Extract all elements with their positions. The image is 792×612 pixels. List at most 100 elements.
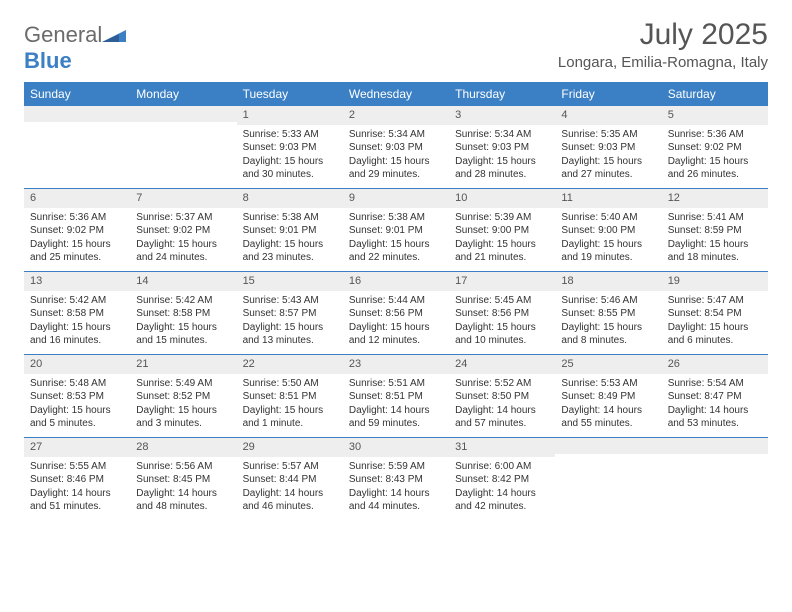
day-header-cell: Sunday [24, 82, 130, 106]
day-number: 12 [662, 189, 768, 208]
day-number [662, 438, 768, 454]
day-body: Sunrise: 5:44 AMSunset: 8:56 PMDaylight:… [343, 291, 449, 352]
daylight-text: Daylight: 15 hours and 1 minute. [243, 404, 337, 431]
daylight-text: Daylight: 15 hours and 13 minutes. [243, 321, 337, 348]
sunset-text: Sunset: 9:00 PM [455, 224, 549, 238]
day-cell: 13Sunrise: 5:42 AMSunset: 8:58 PMDayligh… [24, 272, 130, 354]
sunrise-text: Sunrise: 5:34 AM [349, 128, 443, 142]
day-header-cell: Monday [130, 82, 236, 106]
day-number: 24 [449, 355, 555, 374]
day-number: 9 [343, 189, 449, 208]
day-number: 8 [237, 189, 343, 208]
sunset-text: Sunset: 8:42 PM [455, 473, 549, 487]
day-number: 20 [24, 355, 130, 374]
day-body: Sunrise: 5:56 AMSunset: 8:45 PMDaylight:… [130, 457, 236, 518]
day-body: Sunrise: 5:36 AMSunset: 9:02 PMDaylight:… [662, 125, 768, 186]
day-number: 22 [237, 355, 343, 374]
day-cell: 4Sunrise: 5:35 AMSunset: 9:03 PMDaylight… [555, 106, 661, 188]
day-number: 25 [555, 355, 661, 374]
day-cell: 26Sunrise: 5:54 AMSunset: 8:47 PMDayligh… [662, 355, 768, 437]
daylight-text: Daylight: 14 hours and 53 minutes. [668, 404, 762, 431]
sunset-text: Sunset: 8:59 PM [668, 224, 762, 238]
daylight-text: Daylight: 15 hours and 5 minutes. [30, 404, 124, 431]
daylight-text: Daylight: 15 hours and 27 minutes. [561, 155, 655, 182]
day-body: Sunrise: 5:55 AMSunset: 8:46 PMDaylight:… [24, 457, 130, 518]
daylight-text: Daylight: 15 hours and 15 minutes. [136, 321, 230, 348]
daylight-text: Daylight: 15 hours and 26 minutes. [668, 155, 762, 182]
day-number: 15 [237, 272, 343, 291]
sunset-text: Sunset: 8:58 PM [30, 307, 124, 321]
day-number: 1 [237, 106, 343, 125]
sunset-text: Sunset: 8:43 PM [349, 473, 443, 487]
day-cell: 12Sunrise: 5:41 AMSunset: 8:59 PMDayligh… [662, 189, 768, 271]
sunrise-text: Sunrise: 5:46 AM [561, 294, 655, 308]
sunrise-text: Sunrise: 5:59 AM [349, 460, 443, 474]
daylight-text: Daylight: 15 hours and 23 minutes. [243, 238, 337, 265]
sunrise-text: Sunrise: 5:40 AM [561, 211, 655, 225]
sunset-text: Sunset: 9:03 PM [243, 141, 337, 155]
sunset-text: Sunset: 8:55 PM [561, 307, 655, 321]
daylight-text: Daylight: 15 hours and 30 minutes. [243, 155, 337, 182]
week-row: 13Sunrise: 5:42 AMSunset: 8:58 PMDayligh… [24, 272, 768, 355]
day-body: Sunrise: 5:41 AMSunset: 8:59 PMDaylight:… [662, 208, 768, 269]
day-number: 14 [130, 272, 236, 291]
sunrise-text: Sunrise: 5:37 AM [136, 211, 230, 225]
day-cell: 10Sunrise: 5:39 AMSunset: 9:00 PMDayligh… [449, 189, 555, 271]
sunrise-text: Sunrise: 5:36 AM [30, 211, 124, 225]
daylight-text: Daylight: 15 hours and 12 minutes. [349, 321, 443, 348]
day-body: Sunrise: 5:52 AMSunset: 8:50 PMDaylight:… [449, 374, 555, 435]
sunset-text: Sunset: 8:46 PM [30, 473, 124, 487]
day-cell [130, 106, 236, 188]
day-cell: 2Sunrise: 5:34 AMSunset: 9:03 PMDaylight… [343, 106, 449, 188]
day-number [130, 106, 236, 122]
sunset-text: Sunset: 9:01 PM [349, 224, 443, 238]
day-number: 26 [662, 355, 768, 374]
day-header-cell: Saturday [662, 82, 768, 106]
day-cell [555, 438, 661, 520]
day-body: Sunrise: 5:46 AMSunset: 8:55 PMDaylight:… [555, 291, 661, 352]
sunset-text: Sunset: 8:57 PM [243, 307, 337, 321]
day-cell: 8Sunrise: 5:38 AMSunset: 9:01 PMDaylight… [237, 189, 343, 271]
sunrise-text: Sunrise: 5:42 AM [30, 294, 124, 308]
sunset-text: Sunset: 9:03 PM [455, 141, 549, 155]
month-title: July 2025 [558, 18, 768, 52]
day-cell [24, 106, 130, 188]
day-number: 29 [237, 438, 343, 457]
sunrise-text: Sunrise: 5:47 AM [668, 294, 762, 308]
day-body: Sunrise: 5:39 AMSunset: 9:00 PMDaylight:… [449, 208, 555, 269]
day-number: 18 [555, 272, 661, 291]
day-number: 31 [449, 438, 555, 457]
day-body: Sunrise: 5:54 AMSunset: 8:47 PMDaylight:… [662, 374, 768, 435]
day-number: 30 [343, 438, 449, 457]
location-text: Longara, Emilia-Romagna, Italy [558, 54, 768, 71]
day-number: 27 [24, 438, 130, 457]
sunrise-text: Sunrise: 5:54 AM [668, 377, 762, 391]
day-body: Sunrise: 5:48 AMSunset: 8:53 PMDaylight:… [24, 374, 130, 435]
day-body [662, 454, 768, 461]
sunrise-text: Sunrise: 5:38 AM [349, 211, 443, 225]
sunrise-text: Sunrise: 5:55 AM [30, 460, 124, 474]
day-body: Sunrise: 5:49 AMSunset: 8:52 PMDaylight:… [130, 374, 236, 435]
sunset-text: Sunset: 8:50 PM [455, 390, 549, 404]
day-cell: 5Sunrise: 5:36 AMSunset: 9:02 PMDaylight… [662, 106, 768, 188]
day-cell: 18Sunrise: 5:46 AMSunset: 8:55 PMDayligh… [555, 272, 661, 354]
sunset-text: Sunset: 8:53 PM [30, 390, 124, 404]
daylight-text: Daylight: 15 hours and 3 minutes. [136, 404, 230, 431]
sunset-text: Sunset: 9:02 PM [30, 224, 124, 238]
day-cell: 21Sunrise: 5:49 AMSunset: 8:52 PMDayligh… [130, 355, 236, 437]
daylight-text: Daylight: 15 hours and 16 minutes. [30, 321, 124, 348]
day-cell: 28Sunrise: 5:56 AMSunset: 8:45 PMDayligh… [130, 438, 236, 520]
day-body: Sunrise: 5:50 AMSunset: 8:51 PMDaylight:… [237, 374, 343, 435]
day-body: Sunrise: 5:34 AMSunset: 9:03 PMDaylight:… [343, 125, 449, 186]
daylight-text: Daylight: 14 hours and 46 minutes. [243, 487, 337, 514]
day-number: 16 [343, 272, 449, 291]
day-number: 2 [343, 106, 449, 125]
sunrise-text: Sunrise: 5:36 AM [668, 128, 762, 142]
sunset-text: Sunset: 8:45 PM [136, 473, 230, 487]
sunrise-text: Sunrise: 5:34 AM [455, 128, 549, 142]
daylight-text: Daylight: 14 hours and 44 minutes. [349, 487, 443, 514]
sunrise-text: Sunrise: 5:48 AM [30, 377, 124, 391]
daylight-text: Daylight: 15 hours and 28 minutes. [455, 155, 549, 182]
week-row: 6Sunrise: 5:36 AMSunset: 9:02 PMDaylight… [24, 189, 768, 272]
day-number: 28 [130, 438, 236, 457]
